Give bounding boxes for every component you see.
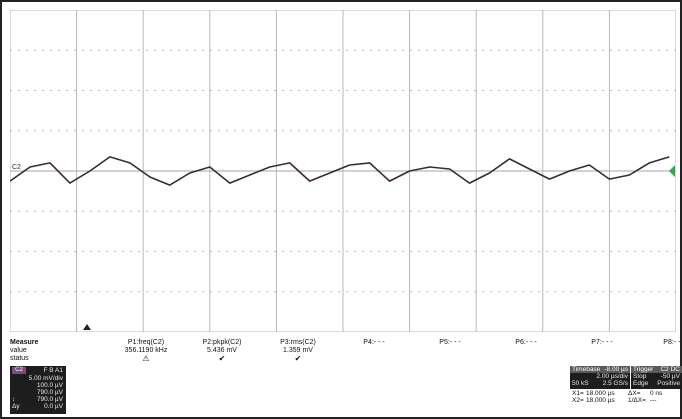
measure-table: Measure value status P1:freq(C2) 356.1190… (8, 339, 682, 365)
channel-line: 100.0 µV (12, 382, 63, 389)
timebase-per-div: 2.00 µs/div (596, 373, 628, 380)
timebase-samples: 50 kS (572, 380, 589, 387)
measure-param-value: 356.1190 kHz (124, 347, 168, 354)
measure-param-status: ⚠ (142, 354, 150, 363)
timebase-label: Timebase (572, 366, 601, 373)
measure-param-name: P1:freq(C2) (127, 339, 165, 346)
trigger-slope: Positive (657, 380, 680, 387)
measure-param-name: P6:- - - (515, 339, 537, 346)
trigger-type: Edge (633, 380, 649, 387)
measure-param[interactable]: P8:- - - (646, 339, 682, 347)
cursor-readout: X1= 18.000 µs ΔX= 0 ns X2= 18.000 µs 1/Δ… (572, 390, 682, 404)
measure-param[interactable]: P6:- - - (498, 339, 554, 347)
waveform-trace (10, 156, 670, 186)
trigger-position-marker (83, 324, 91, 330)
waveform-display[interactable]: C2 (10, 10, 676, 332)
measure-param[interactable]: P1:freq(C2) 356.1190 kHz ⚠ (118, 339, 174, 363)
timebase-delay: -8.00 µs (604, 366, 628, 373)
channel-flags: F B A1 (43, 367, 63, 374)
channel-descriptor[interactable]: C2 F B A1 5.00 mV/div 100.0 µV 790.0 µV ↕ 79… (10, 366, 66, 414)
channel-line-value: 790.0 µV (36, 396, 63, 403)
channel-line-label: Δy (12, 403, 20, 410)
channel-line: 5.00 mV/div (12, 375, 63, 382)
channel-line-value: 790.0 µV (36, 389, 63, 396)
timebase-sample-rate: 2.5 GS/s (602, 380, 628, 387)
measure-param[interactable]: P7:- - - (574, 339, 630, 347)
cursor-row: X2= 18.000 µs 1/ΔX= --- (572, 397, 682, 404)
measure-param-name: P4:- - - (363, 339, 385, 346)
measure-param[interactable]: P4:- - - (346, 339, 402, 347)
measure-param[interactable]: P5:- - - (422, 339, 478, 347)
trigger-descriptor[interactable]: Trigger C2 DC Stop -50 µV Edge Positive (631, 366, 682, 389)
measure-param[interactable]: P2:pkpk(C2) 5.436 mV ✔ (194, 339, 250, 363)
measure-row-status-label: status (10, 355, 29, 362)
cursor-delta-label: 1/ΔX= (628, 397, 646, 404)
cursor-delta-value: 0 ns (650, 390, 663, 397)
channel-line-value: 100.0 µV (36, 382, 63, 389)
channel-line: ↕ 790.0 µV (12, 396, 63, 403)
channel-line-label: ↕ (12, 396, 16, 403)
channel-tag[interactable]: C2 (12, 367, 26, 374)
cursor-label: X2= (572, 397, 584, 404)
trigger-source: C2 DC (660, 366, 680, 373)
trigger-level: -50 µV (660, 373, 680, 380)
measure-param-name: P2:pkpk(C2) (202, 339, 242, 346)
measure-param-value: 1.359 mV (283, 347, 313, 354)
trigger-mode: Stop (633, 373, 647, 380)
channel-line: Δy 0.0 µV (12, 403, 63, 410)
waveform-grid: C2 (10, 10, 676, 332)
measure-param-name: P5:- - - (439, 339, 461, 346)
measure-row-labels: Measure value status (10, 339, 50, 363)
cursor-delta-label: ΔX= (628, 390, 641, 397)
measure-row-value-label: value (10, 347, 27, 354)
trigger-label: Trigger (633, 366, 654, 373)
cursor-label: X1= (572, 390, 584, 397)
measure-param-name: P3:rms(C2) (280, 339, 316, 346)
channel-line-value: 0.0 µV (44, 403, 63, 410)
measure-param-status: ✔ (218, 354, 226, 363)
measure-param-name: P8:- - - (663, 339, 682, 346)
timebase-descriptor[interactable]: Timebase -8.00 µs 2.00 µs/div 50 kS 2.5 … (570, 366, 630, 389)
timebase-trigger-panel[interactable]: Timebase -8.00 µs 2.00 µs/div 50 kS 2.5 … (570, 366, 682, 414)
measure-param-name: P7:- - - (591, 339, 613, 346)
measure-param-value: 5.436 mV (207, 347, 237, 354)
channel-line-value: 5.00 mV/div (28, 375, 63, 382)
cursor-value: 18.000 µs (586, 397, 615, 404)
cursor-value: 18.000 µs (586, 390, 615, 397)
measure-title: Measure (10, 339, 39, 346)
measure-param[interactable]: P3:rms(C2) 1.359 mV ✔ (270, 339, 326, 363)
channel-ground-marker: C2 (12, 164, 21, 171)
measure-param-status: ✔ (294, 354, 302, 363)
trigger-level-marker (669, 165, 675, 177)
cursor-delta-value: --- (650, 397, 657, 404)
channel-line: 790.0 µV (12, 389, 63, 396)
cursor-row: X1= 18.000 µs ΔX= 0 ns (572, 390, 682, 397)
